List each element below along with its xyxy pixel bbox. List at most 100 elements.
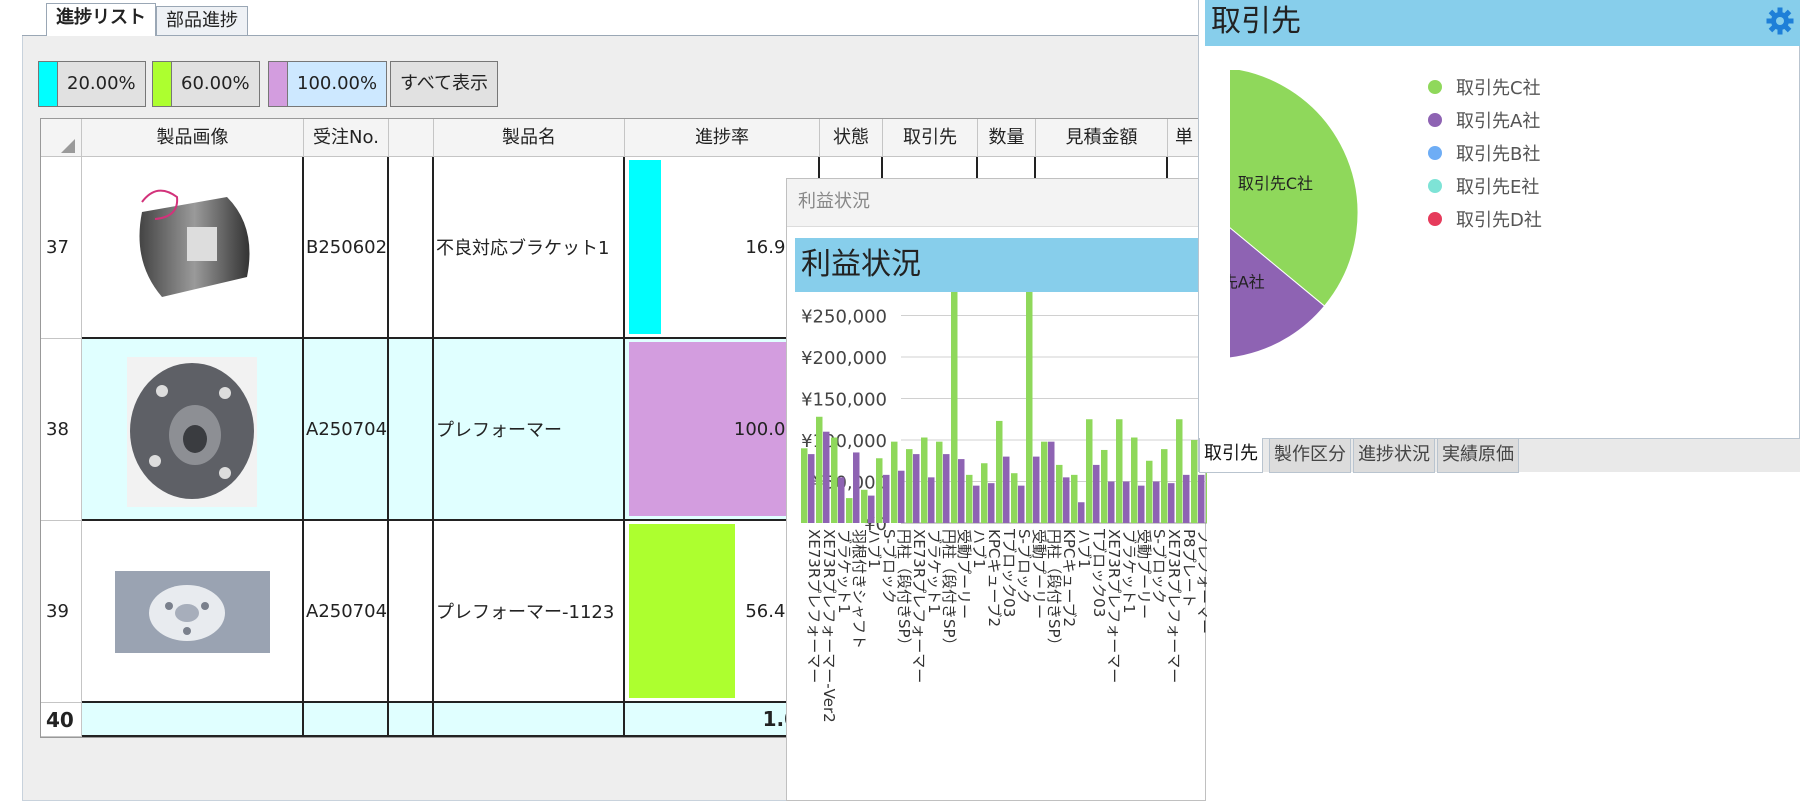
x-tick-label: P8プレート: [1180, 529, 1198, 608]
filter-button-100[interactable]: 100.00%: [268, 61, 388, 107]
progress-bar: [629, 342, 816, 516]
profit-window-titlebar[interactable]: 利益状況: [787, 179, 1205, 227]
row-number[interactable]: 37: [41, 157, 82, 339]
bar-mark: [1198, 474, 1205, 523]
legend-swatch: [1428, 113, 1442, 127]
bar-mark: [913, 454, 920, 523]
col-header-image[interactable]: 製品画像: [82, 119, 304, 157]
product-image-cell[interactable]: [82, 521, 304, 703]
tab-actual-cost[interactable]: 実績原価: [1437, 439, 1519, 473]
x-tick-label: Tブロック03: [1090, 528, 1108, 617]
bar-mark: [1191, 440, 1198, 523]
footer-cell: [304, 703, 389, 737]
col-header-progress[interactable]: 進捗率: [625, 119, 820, 157]
bar-mark: [981, 463, 988, 523]
filter-button-60[interactable]: 60.00%: [152, 61, 260, 107]
pie-slice[interactable]: [1230, 70, 1359, 307]
blank-cell[interactable]: [389, 157, 434, 339]
legend-item[interactable]: 取引先E社: [1428, 173, 1539, 199]
x-tick-label: ブラケット1: [835, 529, 853, 614]
bar-mark: [1011, 473, 1018, 523]
x-tick-label: ブラケット1: [1120, 529, 1138, 614]
bar-mark: [868, 495, 875, 523]
bar-mark: [853, 452, 860, 523]
filter-swatch: [268, 61, 288, 107]
bar-mark: [831, 437, 838, 523]
col-header-product-name[interactable]: 製品名: [434, 119, 625, 157]
blank-cell[interactable]: [389, 521, 434, 703]
grid-corner[interactable]: [41, 119, 82, 157]
bar-mark: [1048, 441, 1055, 523]
bar-mark: [1183, 474, 1190, 523]
filter-button-20[interactable]: 20.00%: [38, 61, 146, 107]
x-tick-label: S-ブロック: [1015, 529, 1033, 604]
bar-mark: [943, 454, 950, 523]
col-header-order-no[interactable]: 受注No.: [304, 119, 389, 157]
profit-chart-title: 利益状況: [795, 238, 1215, 292]
y-tick-label: ¥150,000: [801, 390, 887, 411]
bar-mark: [1123, 481, 1130, 523]
x-tick-label: KPCキューブ2: [985, 529, 1003, 627]
tab-parts-progress[interactable]: 部品進捗: [156, 6, 248, 35]
x-tick-label: 円柱（段付きSP）: [1045, 529, 1063, 653]
blank-cell[interactable]: [389, 339, 434, 521]
product-image-cell[interactable]: [82, 339, 304, 521]
bar-mark: [883, 474, 890, 523]
product-name-cell[interactable]: プレフォーマー-1123: [434, 521, 625, 703]
col-header-quantity[interactable]: 数量: [978, 119, 1036, 157]
x-tick-label: XE73Rプレフォーマー: [910, 529, 928, 683]
tab-production-category[interactable]: 製作区分: [1269, 439, 1351, 473]
bar-mark: [1161, 449, 1168, 523]
legend-item[interactable]: 取引先D社: [1428, 206, 1542, 232]
bar-mark: [838, 477, 845, 523]
x-tick-label: ハブ1: [1075, 529, 1093, 569]
filter-swatch: [152, 61, 172, 107]
bar-mark: [988, 483, 995, 523]
bar-mark: [846, 498, 853, 523]
bar-mark: [1176, 419, 1183, 523]
bar-mark: [1108, 481, 1115, 523]
select-all-icon: [61, 139, 75, 153]
col-header-estimate[interactable]: 見積金額: [1036, 119, 1168, 157]
product-name-cell[interactable]: 不良対応ブラケット1: [434, 157, 625, 339]
col-header-unit-price[interactable]: 単価: [1168, 119, 1201, 186]
bar-mark: [808, 454, 815, 523]
tab-customer[interactable]: 取引先: [1199, 438, 1263, 473]
legend-label: 取引先C社: [1456, 78, 1541, 99]
bar-mark: [951, 292, 958, 523]
tab-progress-status[interactable]: 進捗状況: [1353, 439, 1435, 473]
order-no-cell[interactable]: B250602: [304, 157, 389, 339]
tab-progress-list[interactable]: 進捗リスト: [46, 3, 156, 36]
col-header-customer[interactable]: 取引先: [883, 119, 978, 157]
x-tick-label: ブラケット1: [925, 529, 943, 614]
col-header-status[interactable]: 状態: [820, 119, 883, 157]
legend-label: 取引先A社: [1456, 111, 1541, 132]
legend-item[interactable]: 取引先C社: [1428, 74, 1541, 100]
product-image-cell[interactable]: [82, 157, 304, 339]
col-header-blank[interactable]: [389, 119, 434, 157]
legend-item[interactable]: 取引先B社: [1428, 140, 1540, 166]
show-all-button[interactable]: すべて表示: [390, 61, 499, 107]
customer-window: 取引先 取引先 製作区分 進捗状況 実績原価: [1198, 0, 1800, 473]
pie-slice[interactable]: [1230, 213, 1326, 359]
y-tick-label: ¥200,000: [801, 348, 887, 369]
bar-mark: [1071, 474, 1078, 523]
bar-mark: [958, 459, 965, 523]
bar-mark: [928, 477, 935, 523]
legend-swatch: [1428, 212, 1442, 226]
order-no-cell[interactable]: A250704: [304, 521, 389, 703]
bar-mark: [1116, 419, 1123, 523]
row-number[interactable]: 38: [41, 339, 82, 521]
progress-bar: [629, 160, 661, 334]
product-name-cell[interactable]: プレフォーマー: [434, 339, 625, 521]
order-no-cell[interactable]: A250704: [304, 339, 389, 521]
legend-item[interactable]: 取引先A社: [1428, 107, 1540, 133]
bar-mark: [898, 470, 905, 523]
bar-mark: [1086, 419, 1093, 523]
gear-icon[interactable]: [1765, 6, 1795, 36]
row-number[interactable]: 39: [41, 521, 82, 703]
bar-mark: [1153, 481, 1160, 523]
coupling-part-image: [139, 189, 250, 297]
bar-mark: [966, 474, 973, 523]
